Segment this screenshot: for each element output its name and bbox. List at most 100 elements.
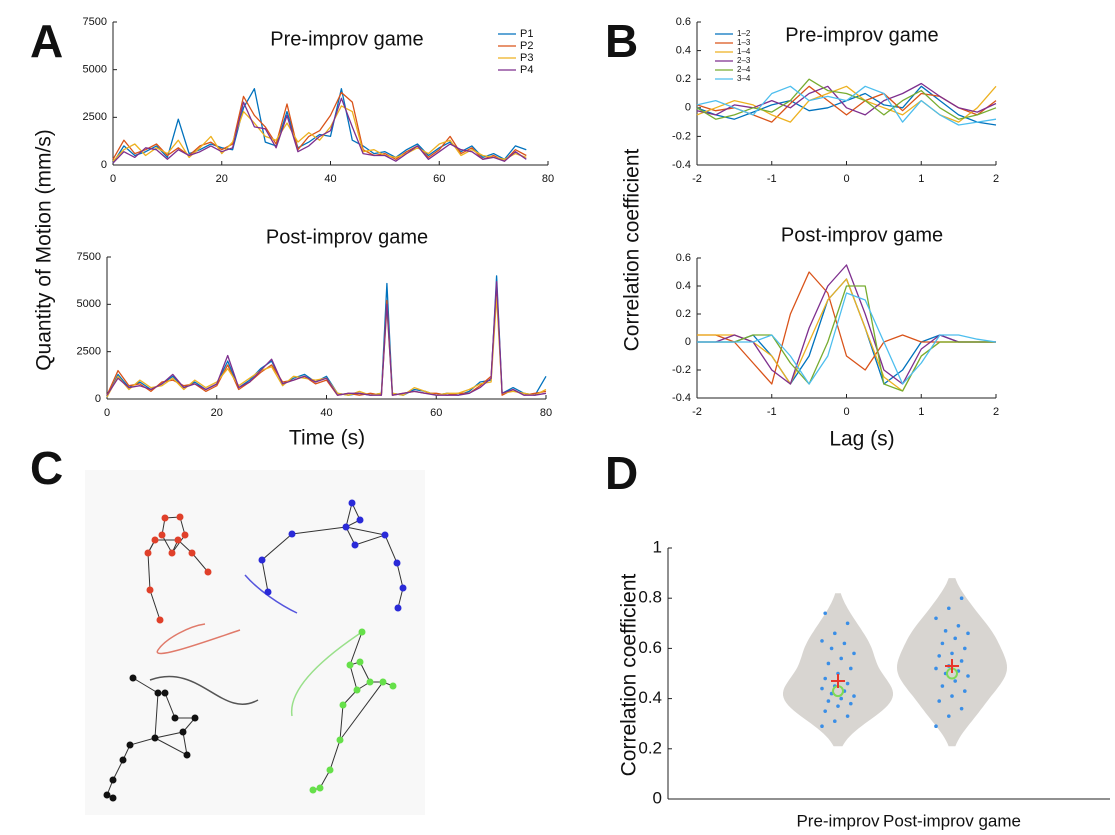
y-tick-label: 7500 [83, 16, 107, 28]
y-tick-label: 0.4 [676, 45, 691, 57]
data-point [959, 706, 964, 711]
chart-title: Post-improv game [781, 224, 943, 246]
data-point [956, 624, 961, 628]
series-line [106, 296, 547, 398]
series-line [696, 85, 997, 126]
y-tick-label: 0.6 [676, 16, 691, 28]
data-point [937, 699, 941, 703]
data-point [826, 661, 831, 666]
x-tick-label: 0 [104, 407, 110, 419]
data-point [943, 629, 948, 633]
x-tick-label: 60 [430, 407, 442, 419]
legend-label: P1 [520, 28, 533, 40]
data-point [839, 656, 843, 661]
data-point [852, 694, 856, 698]
data-point [934, 724, 938, 729]
series-line [106, 280, 547, 396]
chart-title: Post-improv game [266, 226, 428, 248]
mean-marker [831, 674, 845, 689]
x-tick-label: Post-improv game [883, 811, 1021, 830]
chart-title: Pre-improv game [270, 28, 423, 50]
data-point [845, 681, 850, 686]
data-point [940, 684, 945, 688]
x-tick-label: 80 [542, 173, 554, 185]
y-tick-label: 1 [653, 537, 662, 556]
panel-label: D [605, 447, 638, 499]
y-tick-label: -0.2 [672, 130, 691, 142]
x-tick-label: Pre-improv [796, 811, 880, 830]
y-tick-label: 0.2 [676, 73, 691, 85]
x-tick-label: -1 [767, 173, 777, 185]
y-tick-label: 0.6 [676, 252, 691, 264]
trajectory [244, 574, 298, 614]
data-point [849, 666, 853, 671]
data-point [839, 696, 843, 701]
data-point [842, 641, 847, 646]
x-axis-label: Lag (s) [829, 428, 894, 451]
data-point [959, 596, 964, 600]
x-tick-label: 1 [918, 406, 924, 418]
data-point [953, 679, 957, 683]
panel-label: C [30, 442, 63, 494]
x-tick-label: 20 [211, 407, 223, 419]
y-tick-label: 2500 [77, 346, 101, 358]
skeleton-red [144, 513, 212, 624]
y-tick-label: 2500 [83, 111, 107, 123]
y-axis-label: Correlation coefficient [618, 573, 641, 776]
data-point [947, 606, 951, 611]
violin [783, 593, 893, 747]
y-tick-label: 0.4 [638, 688, 662, 707]
x-tick-label: 60 [433, 173, 445, 185]
y-tick-label: -0.4 [672, 159, 691, 171]
data-point [820, 639, 824, 643]
data-point [966, 631, 970, 636]
data-point [833, 631, 837, 636]
data-point [963, 646, 967, 651]
skeleton-green [309, 628, 397, 794]
data-point [829, 646, 834, 651]
y-tick-label: 0 [101, 159, 107, 171]
data-point [934, 616, 938, 621]
y-tick-label: 5000 [83, 64, 107, 76]
legend-label: 3–4 [737, 74, 751, 83]
series-line [696, 85, 997, 123]
data-point [950, 651, 954, 656]
data-point [823, 709, 827, 713]
y-tick-label: 0.2 [676, 308, 691, 320]
mean-marker [945, 658, 959, 673]
series-line [697, 264, 996, 385]
trajectory [156, 623, 241, 655]
skeleton-black [103, 674, 199, 802]
x-tick-label: 20 [216, 173, 228, 185]
y-tick-label: 5000 [77, 298, 101, 310]
y-axis-label: Correlation coefficient [621, 148, 644, 351]
series-line [696, 78, 997, 120]
series-line [697, 285, 996, 392]
y-tick-label: 0.8 [638, 588, 662, 607]
x-tick-label: -1 [767, 406, 777, 418]
data-point [940, 641, 945, 646]
data-point [966, 674, 970, 678]
chart-title: Pre-improv game [785, 24, 938, 46]
data-point [836, 704, 840, 708]
panel-label: B [605, 15, 638, 67]
data-point [947, 714, 951, 718]
panel-label: A [30, 15, 63, 67]
panel-c: C [30, 442, 425, 815]
legend-label: 2–3 [737, 56, 751, 65]
y-tick-label: 0 [685, 336, 691, 348]
series-line [697, 292, 997, 385]
data-point [826, 699, 831, 703]
data-point [959, 659, 964, 663]
series-line [112, 105, 527, 162]
panel-c-background [85, 470, 425, 815]
x-tick-label: -2 [692, 406, 702, 418]
data-point [823, 611, 827, 616]
legend-label: 1–4 [737, 47, 751, 56]
legend-label: P2 [520, 40, 533, 52]
data-point [820, 686, 824, 691]
x-tick-label: 0 [843, 173, 849, 185]
data-point [820, 724, 824, 729]
skeleton-blue [258, 499, 407, 612]
